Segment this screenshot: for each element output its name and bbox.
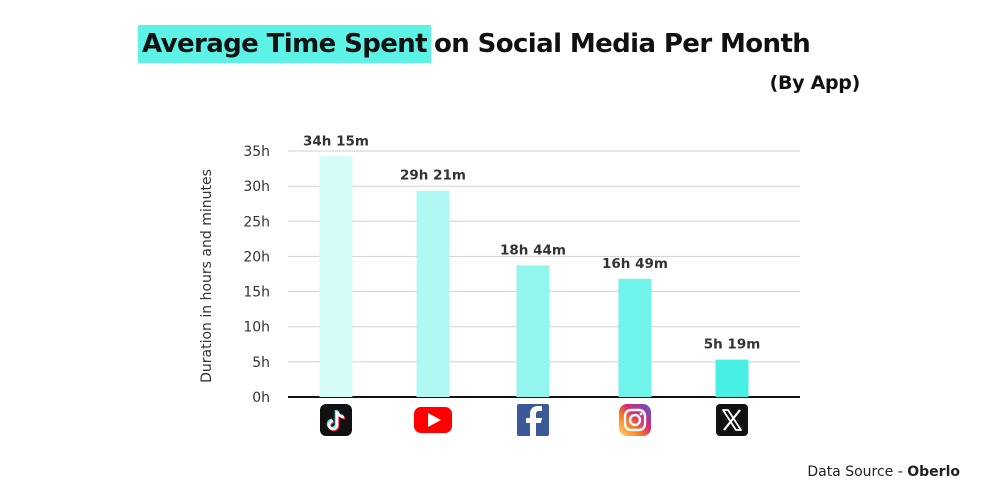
x-icon-stroke-b (723, 409, 741, 431)
tiktok-icon-note (327, 410, 345, 431)
chart-title: Average Time Spent on Social Media Per M… (138, 24, 811, 64)
x-icon-stroke-a (722, 409, 742, 431)
facebook-icon-f (526, 406, 542, 436)
bar-layer (319, 156, 749, 397)
data-label: 18h 44m (500, 242, 566, 258)
bar-facebook (516, 265, 550, 397)
data-source-prefix: Data Source - (807, 464, 903, 480)
data-label: 34h 15m (303, 133, 369, 149)
x-icon (716, 404, 748, 436)
youtube-icon-play (428, 413, 441, 427)
data-source: Data Source - Oberlo (807, 464, 960, 480)
youtube-icon (414, 407, 452, 433)
instagram-icon-lens (628, 413, 642, 427)
y-tick-label: 20h (243, 249, 270, 265)
bar-youtube (416, 190, 450, 397)
tiktok-icon (320, 404, 352, 436)
instagram-icon-dot (639, 412, 643, 416)
category-icon-layer (320, 404, 748, 436)
title-highlight: Average Time Spent (138, 25, 431, 63)
data-label: 5h 19m (704, 337, 761, 353)
y-tick-label: 5h (252, 355, 270, 371)
title-highlight-text: Average Time Spent (142, 29, 428, 59)
chart-subtitle: (By App) (769, 72, 861, 94)
data-source-name: Oberlo (907, 464, 960, 480)
y-tick-label: 25h (243, 214, 270, 230)
bar-x (715, 359, 749, 397)
data-label: 29h 21m (400, 168, 466, 184)
data-label: 16h 49m (602, 256, 668, 272)
bar-tiktok (319, 156, 353, 397)
instagram-icon-bg (619, 404, 651, 436)
y-tick-label: 0h (252, 390, 270, 406)
title-rest-text: on Social Media Per Month (433, 29, 811, 59)
y-tick-label: 35h (243, 144, 270, 160)
y-tick-layer: 0h 5h 10h 15h 20h 25h 30h 35h (243, 144, 270, 406)
bar-instagram (618, 278, 652, 397)
instagram-icon (619, 404, 651, 436)
data-label-layer: 34h 15m 29h 21m 18h 44m 16h 49m 5h 19m (303, 133, 760, 352)
y-tick-label: 30h (243, 179, 270, 195)
instagram-icon-frame (623, 408, 647, 432)
y-axis-label: Duration in hours and minutes (199, 169, 215, 383)
facebook-icon (517, 404, 549, 436)
y-tick-label: 15h (243, 285, 270, 301)
y-tick-label: 10h (243, 320, 270, 336)
